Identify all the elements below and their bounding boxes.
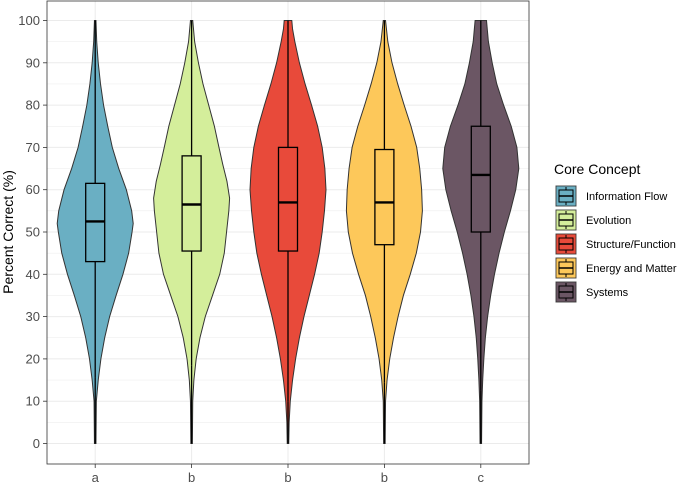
legend: Core Concept Information Flow Evolution St… <box>554 161 677 303</box>
y-axis: 0 10 20 30 40 50 60 70 80 90 100 <box>18 13 47 451</box>
violin-shape <box>56 20 134 444</box>
y-tick-label: 70 <box>26 140 40 155</box>
violin-group <box>153 20 231 444</box>
legend-key <box>555 209 577 231</box>
x-tick-label: a <box>92 470 100 482</box>
legend-item: Energy and Matter <box>555 257 677 279</box>
legend-key <box>555 185 577 207</box>
y-tick-label: 60 <box>26 182 40 197</box>
violin-group <box>56 20 134 444</box>
x-tick-label: b <box>188 470 195 482</box>
x-tick-label: c <box>478 470 485 482</box>
legend-key <box>555 257 577 279</box>
y-tick-label: 40 <box>26 267 40 282</box>
y-tick-label: 20 <box>26 351 40 366</box>
legend-label: Structure/Function <box>586 239 676 251</box>
violins <box>56 20 520 444</box>
violin-group <box>442 20 520 444</box>
y-tick-label: 100 <box>18 13 40 28</box>
legend-item: Information Flow <box>555 185 667 207</box>
violin-shape <box>345 20 423 444</box>
y-tick-label: 10 <box>26 394 40 409</box>
legend-label: Information Flow <box>586 191 667 203</box>
legend-key <box>555 281 577 303</box>
legend-item: Structure/Function <box>555 233 676 255</box>
legend-key <box>555 233 577 255</box>
y-axis-title: Percent Correct (%) <box>0 170 16 294</box>
y-tick-label: 80 <box>26 98 40 113</box>
legend-label: Energy and Matter <box>586 263 677 275</box>
legend-item: Evolution <box>555 209 631 231</box>
x-tick-label: b <box>284 470 291 482</box>
x-tick-label: b <box>381 470 388 482</box>
legend-items: Information Flow Evolution Structure/Funct… <box>555 185 677 303</box>
y-tick-label: 30 <box>26 309 40 324</box>
violin-group <box>249 20 327 444</box>
legend-item: Systems <box>555 281 629 303</box>
y-tick-label: 0 <box>33 436 40 451</box>
violin-shape <box>249 20 327 444</box>
box-iqr <box>470 125 491 233</box>
box-iqr <box>277 146 299 252</box>
plot-panel <box>46 0 530 465</box>
violin-shape <box>153 20 231 444</box>
y-tick-label: 50 <box>26 225 40 240</box>
y-tick-label: 90 <box>26 55 40 70</box>
legend-label: Systems <box>586 287 629 299</box>
violin-group <box>345 20 423 444</box>
box-iqr <box>374 148 395 246</box>
legend-title: Core Concept <box>554 161 640 177</box>
legend-label: Evolution <box>586 215 631 227</box>
